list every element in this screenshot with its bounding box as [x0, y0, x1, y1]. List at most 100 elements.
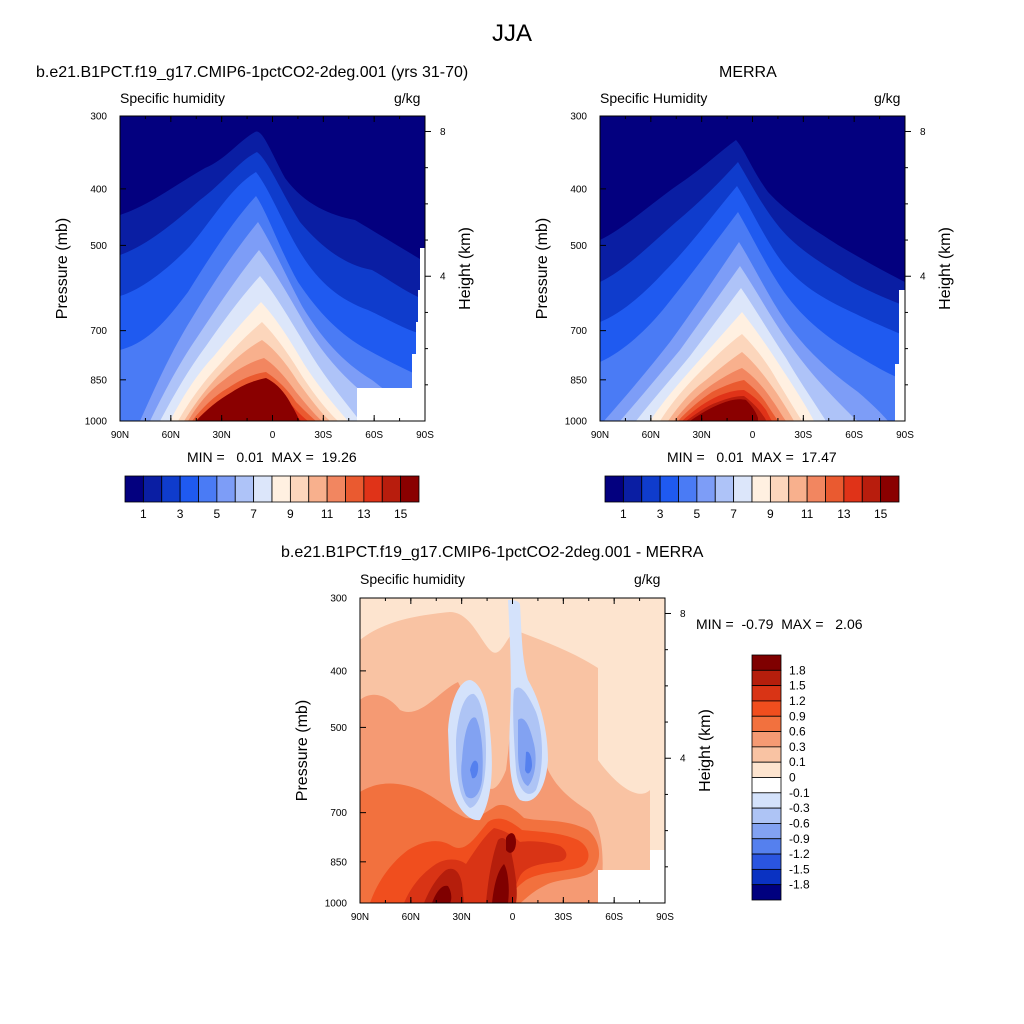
- y-axis-label: Pressure (mb): [294, 700, 311, 801]
- y-tick-label: 400: [90, 184, 107, 195]
- colorbar-swatch: [751, 685, 782, 702]
- colorbar-swatch: [880, 475, 900, 503]
- y-axis-label: Pressure (mb): [54, 218, 71, 319]
- colorbar-swatch: [751, 807, 782, 824]
- colorbar-swatch: [234, 475, 255, 503]
- colorbar-label: 1: [140, 507, 147, 521]
- colorbar-swatch: [825, 475, 845, 503]
- x-tick-label: 90N: [591, 430, 609, 441]
- colorbar-label: 1: [620, 507, 627, 521]
- colorbar-label: 0.3: [789, 740, 806, 754]
- colorbar-label: -1.2: [789, 847, 810, 861]
- x-tick-label: 30S: [314, 430, 332, 441]
- colorbar-label: 9: [767, 507, 774, 521]
- y-tick-label: 400: [330, 666, 347, 677]
- diff-negative-0.6: [461, 717, 536, 799]
- colorbar-swatch: [271, 475, 291, 503]
- colorbar-swatch: [678, 475, 698, 503]
- colorbar-label: 9: [287, 507, 294, 521]
- colorbar-swatch: [216, 475, 236, 503]
- x-tick-label: 90N: [111, 430, 129, 441]
- panel3-field: [360, 598, 665, 903]
- colorbar-swatch: [161, 475, 181, 503]
- colorbar-swatch: [751, 731, 782, 748]
- colorbar-swatch: [345, 475, 365, 503]
- y2-tick-label: 8: [920, 127, 926, 138]
- colorbar-label: 0.9: [789, 709, 806, 723]
- x-tick-label: 90S: [896, 430, 914, 441]
- x-tick-label: 60N: [402, 912, 420, 923]
- panel3-units: g/kg: [634, 571, 661, 587]
- x-tick-label: 60S: [845, 430, 863, 441]
- x-tick-label: 30S: [554, 912, 572, 923]
- colorbar-swatch: [253, 475, 273, 503]
- missing-data-mask: [598, 850, 665, 903]
- colorbar-label: -0.1: [789, 786, 810, 800]
- figure-title: JJA: [491, 20, 532, 47]
- panel1-field: [120, 116, 425, 421]
- panel1-variable: Specific humidity: [120, 90, 226, 106]
- colorbar-swatch: [124, 475, 144, 503]
- colorbar-swatch: [751, 761, 782, 778]
- missing-data-mask: [357, 248, 425, 421]
- colorbar-label: 5: [214, 507, 221, 521]
- panel3-variable: Specific humidity: [360, 571, 466, 587]
- colorbar-label: 3: [177, 507, 184, 521]
- panel1-title: b.e21.B1PCT.f19_g17.CMIP6-1pctCO2-2deg.0…: [36, 64, 469, 81]
- colorbar-swatch: [751, 853, 782, 870]
- x-tick-label: 90N: [351, 912, 369, 923]
- diff-level-max: [432, 833, 516, 903]
- panel3-minmax: MIN = -0.79 MAX = 2.06: [696, 616, 863, 632]
- panel2-title: MERRA: [719, 64, 777, 81]
- colorbar-swatch: [363, 475, 383, 503]
- colorbar-swatch: [641, 475, 661, 503]
- colorbar-swatch: [198, 475, 218, 503]
- y2-tick-label: 4: [680, 754, 686, 765]
- x-tick-label: 0: [750, 430, 756, 441]
- y2-tick-label: 8: [440, 127, 446, 138]
- y-tick-label: 850: [570, 375, 587, 386]
- y2-axis-label: Height (km): [457, 227, 474, 310]
- x-tick-label: 30S: [794, 430, 812, 441]
- colorbar-label: 15: [394, 507, 408, 521]
- colorbar-swatch: [769, 475, 790, 503]
- colorbar-label: 11: [321, 507, 334, 521]
- colorbar-label: -1.8: [789, 878, 810, 892]
- colorbar-swatch: [806, 475, 826, 503]
- contour-level-16: [196, 378, 300, 421]
- panel1-units: g/kg: [394, 90, 421, 106]
- x-tick-label: 60S: [365, 430, 383, 441]
- x-tick-label: 30N: [692, 430, 710, 441]
- x-tick-label: 60S: [605, 912, 623, 923]
- colorbar-swatch: [751, 777, 782, 794]
- colorbar-label: 15: [874, 507, 888, 521]
- colorbar-swatch: [659, 475, 679, 503]
- colorbar-swatch: [381, 475, 402, 503]
- y-tick-label: 700: [330, 808, 347, 819]
- colorbar-swatch: [751, 823, 782, 840]
- colorbar-label: 11: [801, 507, 814, 521]
- x-tick-label: 30N: [212, 430, 230, 441]
- colorbar-label: -1.5: [789, 862, 810, 876]
- colorbar-swatch: [714, 475, 735, 503]
- colorbar-label: -0.6: [789, 816, 810, 830]
- colorbar-label: 0: [789, 771, 796, 785]
- colorbar-swatch: [751, 746, 782, 763]
- colorbar-swatch: [179, 475, 199, 503]
- panel1-minmax: MIN = 0.01 MAX = 19.26: [187, 449, 357, 465]
- contour-level-16: [690, 399, 758, 421]
- missing-data-mask: [895, 290, 905, 421]
- axes-layer: 90N 60N 30N 0 30S 60S 90S300400500700850100084…: [54, 112, 954, 924]
- colorbar-swatch: [289, 475, 310, 503]
- colorbar-swatch: [751, 654, 782, 671]
- colorbar-swatch: [604, 475, 624, 503]
- y2-tick-label: 4: [920, 272, 926, 283]
- colorbar-label: -0.9: [789, 832, 810, 846]
- y-tick-label: 850: [330, 857, 347, 868]
- colorbar-label: 1.5: [789, 679, 806, 693]
- x-tick-label: 90S: [416, 430, 434, 441]
- colorbar-swatch: [308, 475, 328, 503]
- y-axis-label: Pressure (mb): [534, 218, 551, 319]
- y-tick-label: 1000: [325, 899, 348, 910]
